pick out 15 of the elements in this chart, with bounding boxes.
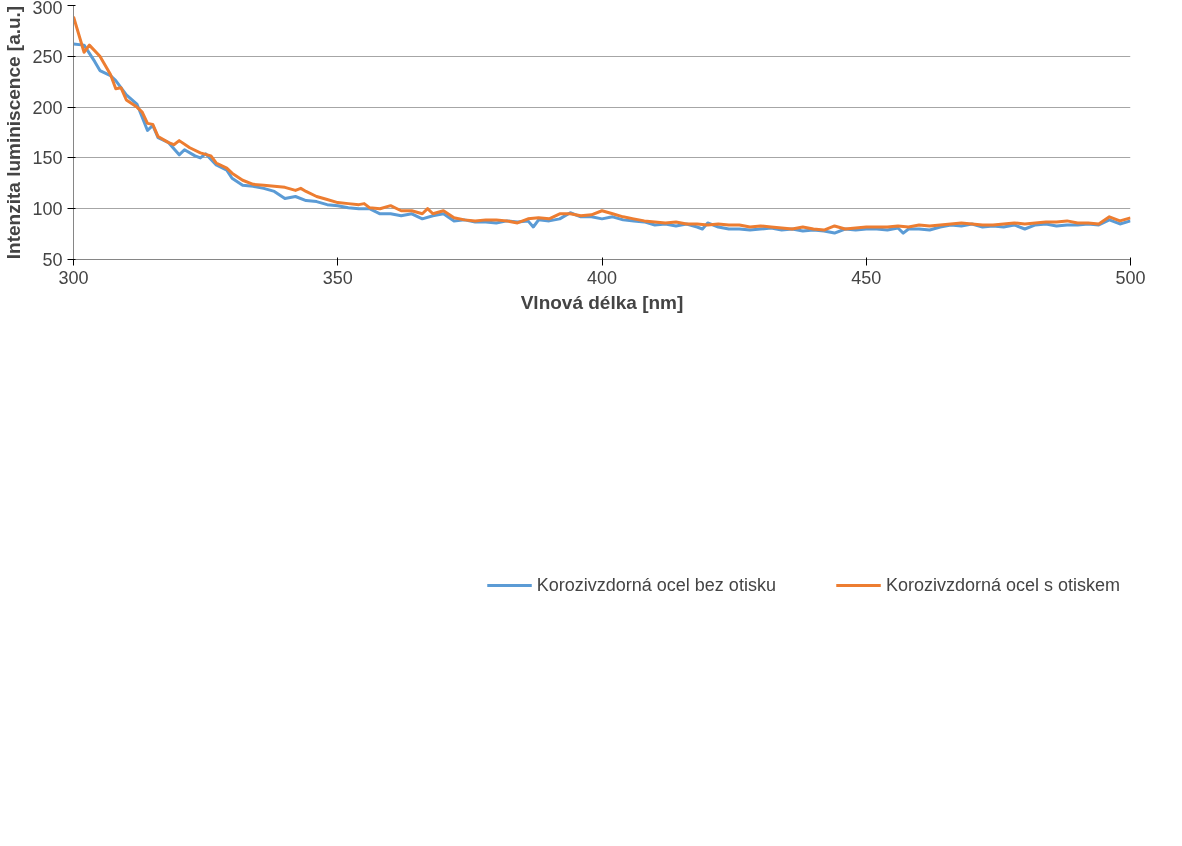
y-tick-label: 150 (32, 148, 63, 169)
y-tick-label: 100 (32, 199, 63, 220)
y-tick-label: 300 (32, 0, 63, 18)
x-tick-label: 500 (1115, 267, 1146, 288)
x-tick-label: 400 (586, 267, 618, 288)
x-tick-label: 300 (58, 267, 89, 288)
legend-label: Korozivzdorná ocel bez otisku (536, 574, 776, 596)
y-tick-label: 250 (32, 46, 63, 67)
x-tick-label: 350 (322, 267, 353, 288)
x-axis-title: Vlnová délka [nm] (520, 291, 684, 313)
y-tick-label: 50 (42, 250, 63, 270)
legend-label: Korozivzdorná ocel s otiskem (885, 574, 1120, 596)
x-tick-label: 450 (851, 267, 882, 288)
y-tick-label: 200 (32, 97, 63, 118)
y-axis-title: Intenzita luminiscence [a.u.] (3, 5, 25, 260)
